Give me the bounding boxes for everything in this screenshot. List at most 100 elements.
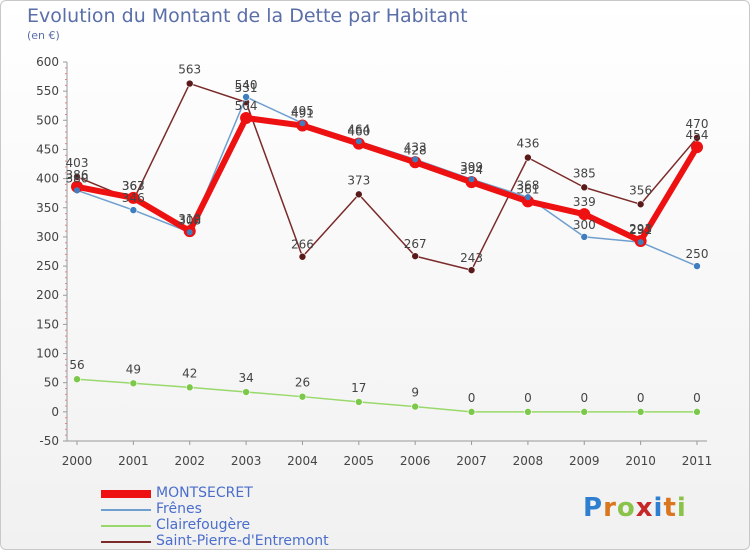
- data-label: 368: [516, 178, 539, 192]
- data-point: [243, 93, 250, 100]
- data-label: 367: [122, 179, 145, 193]
- x-tick-label: 2009: [569, 454, 600, 468]
- data-point: [185, 79, 194, 88]
- data-label: 346: [122, 191, 145, 205]
- y-tick-label: 100: [36, 347, 59, 361]
- data-point: [578, 208, 591, 221]
- data-label: 540: [235, 78, 258, 92]
- data-label: 399: [460, 160, 483, 174]
- data-point: [242, 388, 250, 396]
- data-point: [411, 252, 419, 260]
- legend-swatch: [101, 509, 151, 511]
- data-label: 0: [468, 391, 476, 405]
- data-label: 363: [122, 179, 145, 193]
- data-label: 385: [573, 166, 596, 180]
- series-line: [76, 82, 698, 271]
- series-line: [76, 96, 698, 267]
- data-point: [74, 187, 80, 194]
- data-point: [636, 408, 645, 416]
- data-point: [298, 252, 307, 261]
- data-point: [73, 173, 81, 181]
- x-tick-label: 2001: [118, 454, 149, 468]
- data-label: 491: [291, 107, 314, 121]
- x-tick-label: 2003: [231, 454, 262, 468]
- x-tick-label: 2000: [62, 454, 93, 468]
- data-label: 454: [686, 128, 709, 142]
- data-point: [129, 379, 138, 388]
- data-label: 42: [182, 366, 197, 380]
- y-tick-label: 350: [36, 201, 59, 215]
- data-label: 495: [291, 104, 314, 118]
- data-label: 531: [235, 81, 258, 95]
- data-label: 0: [637, 391, 645, 405]
- data-point: [411, 402, 419, 411]
- data-label: 460: [347, 125, 370, 139]
- data-label: 403: [66, 156, 89, 170]
- data-point: [694, 263, 700, 270]
- legend-label: Clairefougère: [156, 517, 251, 533]
- logo-letter: x: [635, 493, 654, 523]
- data-label: 0: [524, 391, 532, 405]
- series-line: [76, 378, 697, 413]
- data-label: 464: [347, 122, 370, 136]
- y-tick-label: 150: [36, 317, 59, 331]
- data-label: 339: [573, 195, 596, 209]
- data-label: 394: [460, 163, 483, 177]
- logo-letter: t: [663, 493, 677, 523]
- data-point: [467, 266, 476, 274]
- data-point: [691, 141, 703, 154]
- data-point: [693, 408, 701, 416]
- logo-letter: r: [603, 493, 617, 523]
- data-label: 266: [291, 238, 314, 252]
- data-point: [71, 180, 83, 193]
- y-tick-label: 50: [44, 376, 59, 390]
- data-point: [521, 195, 534, 208]
- data-point: [412, 156, 419, 163]
- y-tick-label: 250: [36, 259, 59, 273]
- data-label: 386: [66, 168, 89, 182]
- data-point: [186, 229, 193, 236]
- data-label: 17: [351, 381, 366, 395]
- data-label: 356: [629, 183, 652, 197]
- x-tick-label: 2002: [174, 454, 205, 468]
- data-label: 563: [178, 63, 201, 77]
- data-label: 0: [580, 391, 588, 405]
- data-label: 9: [411, 386, 419, 400]
- data-label: 34: [238, 371, 253, 385]
- data-label: 250: [686, 247, 709, 261]
- proxiti-logo: Proxiti: [583, 493, 687, 523]
- data-point: [637, 239, 644, 246]
- data-point: [636, 200, 645, 209]
- y-tick-label: 400: [36, 172, 59, 186]
- data-label: 428: [404, 143, 427, 157]
- logo-letter: P: [583, 493, 604, 523]
- legend-label: Frênes: [156, 501, 202, 517]
- y-tick-label: 300: [36, 230, 59, 244]
- y-tick-label: 600: [36, 55, 59, 69]
- data-label: 308: [178, 213, 201, 227]
- data-point: [240, 111, 253, 124]
- data-point: [73, 375, 81, 383]
- data-point: [127, 191, 140, 204]
- data-point: [580, 408, 589, 416]
- data-point: [524, 194, 531, 201]
- data-point: [355, 398, 363, 406]
- data-label: 291: [629, 223, 652, 237]
- data-point: [524, 408, 532, 416]
- x-tick-label: 2011: [682, 454, 713, 468]
- legend-swatch: [101, 490, 151, 498]
- data-point: [468, 176, 475, 183]
- logo-letter: i: [676, 493, 687, 523]
- data-label: 380: [66, 171, 89, 185]
- data-point: [580, 183, 589, 192]
- y-tick-label: 500: [36, 113, 59, 127]
- y-tick-label: 200: [36, 288, 59, 302]
- data-label: 504: [235, 99, 258, 113]
- x-tick-label: 2007: [456, 454, 487, 468]
- data-point: [298, 392, 307, 401]
- y-tick-label: 0: [51, 405, 59, 419]
- legend-swatch: [101, 525, 151, 527]
- series-line: [76, 114, 700, 245]
